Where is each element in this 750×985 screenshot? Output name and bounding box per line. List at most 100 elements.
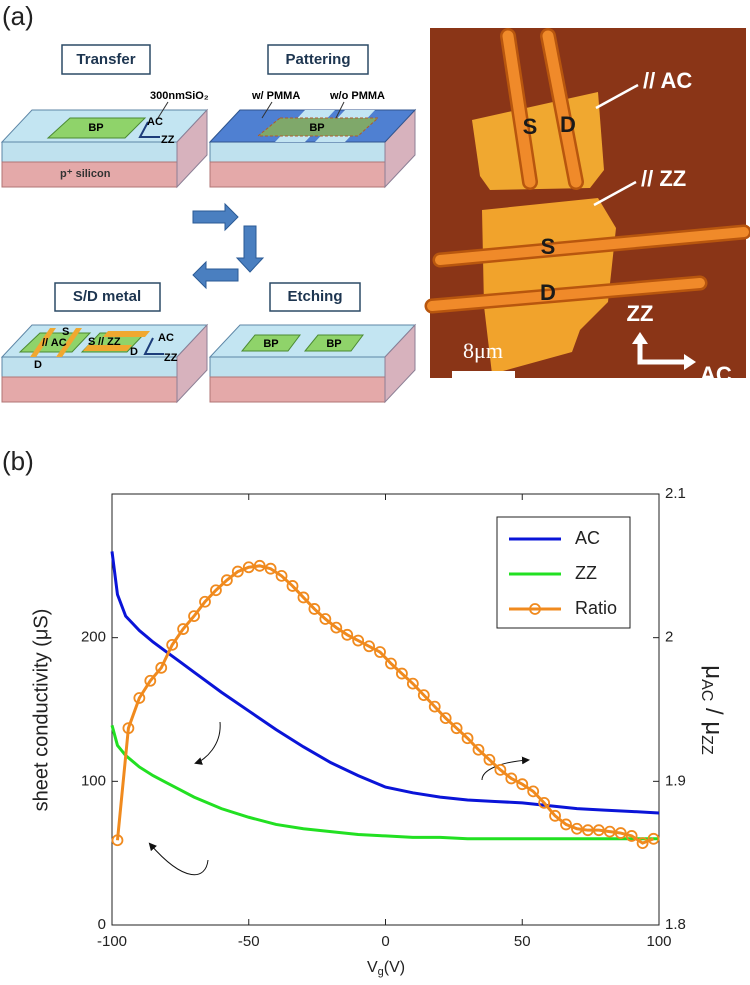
annotation-arrow [148, 842, 209, 876]
orientation-label: // ZZ [98, 336, 121, 348]
flake [240, 334, 301, 352]
legend-label: AC [575, 528, 600, 548]
y2-axis-label-sub: ZZ [698, 735, 715, 755]
step-title: Etching [288, 288, 343, 305]
electrode [103, 331, 150, 337]
series-marker [210, 584, 222, 597]
series-line [115, 564, 655, 845]
x-tick-label: -50 [238, 933, 260, 950]
flake-label: BP [263, 338, 278, 350]
orientation-label: // ZZ [641, 166, 686, 191]
series-marker [133, 692, 146, 704]
process-arrow [235, 225, 265, 273]
x-axis-label: Vg(V) [367, 959, 405, 978]
series-marker [549, 809, 561, 822]
flake [46, 117, 147, 139]
series-marker [406, 677, 419, 690]
ac-label: AC [700, 362, 732, 387]
legend-marker [529, 603, 541, 615]
oxide-label: 300nmSiO₂ [150, 90, 209, 102]
series-marker [647, 832, 660, 845]
y2-tick-label: 2.1 [665, 485, 686, 502]
y2-axis-label-part: μ [700, 665, 727, 679]
source-label: S [541, 234, 556, 259]
series-marker [286, 580, 299, 592]
series-marker [527, 785, 540, 798]
axes-icon [637, 340, 686, 365]
substrate-label: p⁺ silicon [60, 168, 111, 180]
x-tick-label: -100 [97, 933, 127, 950]
pointer [593, 180, 637, 207]
orientation-label: // AC [643, 68, 692, 93]
y2-axis-label: μAC / μZZ [698, 665, 727, 755]
series-marker [636, 837, 649, 850]
series-marker [450, 722, 463, 735]
series-marker [461, 732, 474, 745]
series-marker [275, 569, 288, 582]
y-axis-label: sheet conductivity (μS) [30, 609, 52, 812]
series-marker [341, 628, 354, 641]
annotation-arrow [481, 756, 530, 781]
x-tick-label: 0 [381, 933, 389, 950]
ac-label: AC [158, 332, 174, 344]
series-marker [155, 661, 168, 674]
electrodes [424, 28, 750, 314]
substrate [209, 324, 416, 403]
series-marker [188, 610, 200, 623]
drain-label: D [560, 112, 576, 137]
y2-axis-label-part: / μ [700, 701, 727, 735]
process-arrow [192, 260, 239, 290]
series-marker [231, 565, 244, 578]
series-marker [625, 830, 638, 842]
ac-label: AC [147, 116, 163, 128]
electrode [56, 328, 82, 357]
series-marker [166, 638, 179, 651]
pointer [335, 101, 345, 119]
series-marker [439, 712, 452, 725]
series-marker [144, 674, 157, 687]
axes-icon [138, 121, 160, 138]
series-marker [374, 646, 386, 658]
legend-label: Ratio [575, 598, 617, 618]
pmma-label: w/ PMMA [251, 90, 300, 102]
source-label: S [523, 114, 538, 139]
y2-tick-label: 2 [665, 629, 673, 646]
zz-label: ZZ [627, 301, 654, 326]
series-marker [297, 591, 310, 604]
series-marker [253, 559, 266, 572]
legend-label: ZZ [575, 563, 597, 583]
flake [303, 334, 364, 352]
series-marker [352, 634, 365, 647]
y2-tick-label: 1.9 [665, 772, 686, 789]
series-marker [538, 796, 551, 809]
series-marker [199, 595, 211, 608]
zz-label: ZZ [164, 352, 178, 364]
series-marker [516, 778, 529, 791]
series-marker [494, 763, 507, 776]
step-title: S/D metal [73, 288, 141, 305]
x-axis-label-sub: g [378, 966, 384, 978]
orientation-label: // AC [42, 337, 67, 349]
axes-icon [143, 337, 164, 355]
arrow-head [632, 332, 648, 344]
x-axis-label-part: V [367, 959, 378, 976]
zz-label: ZZ [161, 134, 175, 146]
y-tick-label: 200 [81, 629, 106, 646]
y2-axis-label-sub: AC [698, 679, 715, 701]
series-marker [581, 824, 594, 837]
flake [256, 117, 380, 137]
series-marker [560, 818, 572, 831]
series-marker [385, 657, 397, 670]
scale-label: 8μm [463, 338, 503, 363]
series-marker [122, 722, 135, 735]
flake-label: BP [309, 122, 324, 134]
step-box [61, 44, 151, 75]
drain-label: D [130, 346, 138, 358]
series-line [110, 551, 660, 815]
x-tick-label: 100 [646, 933, 671, 950]
series-marker [571, 822, 583, 835]
step-title: Transfer [76, 51, 135, 68]
panel-label: (b) [2, 446, 34, 476]
series-marker [483, 753, 496, 766]
